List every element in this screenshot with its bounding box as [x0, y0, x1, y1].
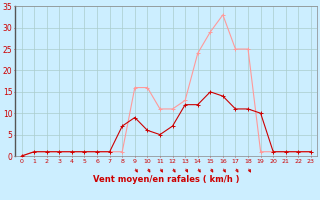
X-axis label: Vent moyen/en rafales ( km/h ): Vent moyen/en rafales ( km/h ): [93, 175, 239, 184]
